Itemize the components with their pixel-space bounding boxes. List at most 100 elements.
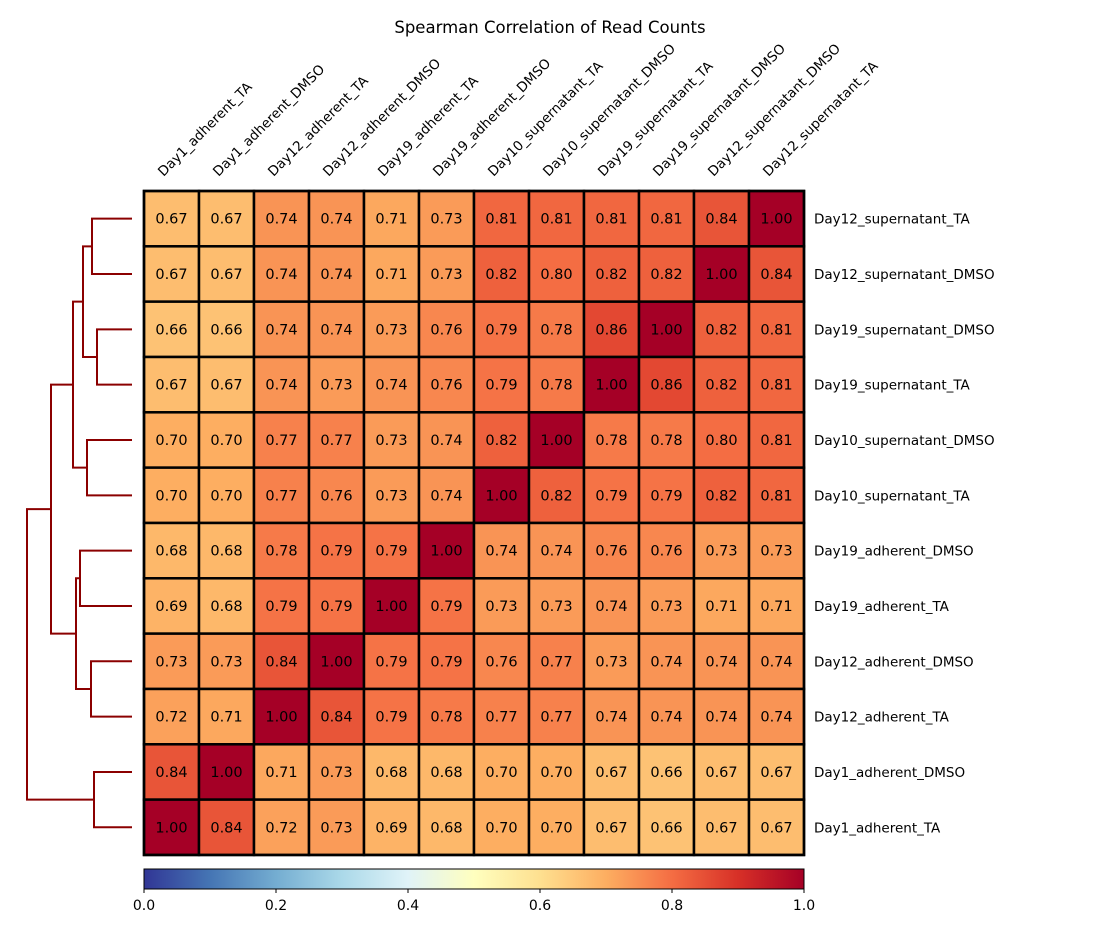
cell-value-label: 0.74 — [705, 654, 737, 670]
cell-value-label: 0.79 — [485, 322, 517, 338]
cell-value-label: 0.82 — [485, 433, 517, 449]
cell-value-label: 0.67 — [760, 820, 792, 836]
cell-value-label: 0.71 — [375, 212, 407, 228]
colorbar-tick-label: 0.4 — [397, 898, 419, 914]
cell-value-label: 0.76 — [430, 378, 462, 394]
cell-value-label: 0.73 — [320, 378, 352, 394]
cell-value-label: 0.81 — [595, 212, 627, 228]
cell-value-label: 0.73 — [375, 433, 407, 449]
cell-value-label: 0.86 — [650, 378, 682, 394]
cell-value-label: 0.76 — [320, 488, 352, 504]
cell-value-label: 0.74 — [760, 710, 792, 726]
cell-value-label: 0.73 — [210, 654, 242, 670]
cell-value-label: 0.73 — [155, 654, 187, 670]
heatmap-cell — [747, 300, 806, 359]
cell-value-label: 0.82 — [705, 322, 737, 338]
dendrogram-link — [75, 577, 91, 690]
heatmap-cell — [417, 245, 476, 303]
cell-value-label: 0.78 — [540, 378, 572, 394]
cell-value-label: 0.71 — [265, 765, 297, 781]
cell-value-label: 0.67 — [210, 267, 242, 283]
cell-value-label: 0.78 — [265, 544, 297, 560]
heatmap-cell — [362, 798, 421, 857]
cell-value-label: 1.00 — [320, 654, 352, 670]
column-label: Day1_adherent_TA — [155, 79, 256, 180]
cell-value-label: 0.74 — [265, 212, 297, 228]
cell-value-label: 0.74 — [595, 599, 627, 615]
cell-value-label: 0.74 — [540, 544, 572, 560]
cell-value-label: 0.82 — [650, 267, 682, 283]
dendrogram-link — [86, 438, 132, 497]
cell-value-label: 1.00 — [485, 488, 517, 504]
heatmap-cell — [472, 743, 531, 801]
heatmap-cell — [252, 466, 311, 525]
cell-value-label: 0.70 — [210, 488, 242, 504]
cell-value-label: 0.82 — [705, 378, 737, 394]
heatmap-cell — [197, 466, 256, 525]
cell-value-label: 0.84 — [210, 820, 242, 836]
row-dendrogram — [26, 217, 132, 829]
heatmap-cell — [582, 189, 641, 248]
cell-value-label: 0.74 — [760, 654, 792, 670]
column-label: Day19_adherent_TA — [375, 73, 482, 180]
cell-value-label: 0.73 — [430, 212, 462, 228]
cell-value-label: 0.76 — [650, 544, 682, 560]
cell-value-label: 0.79 — [320, 599, 352, 615]
dendrogram-link — [91, 217, 132, 275]
cell-value-label: 0.68 — [375, 765, 407, 781]
cell-value-label: 0.77 — [265, 433, 297, 449]
cell-value-label: 1.00 — [650, 322, 682, 338]
cell-value-label: 0.66 — [210, 322, 242, 338]
row-label: Day12_supernatant_DMSO — [814, 267, 995, 283]
column-labels: Day1_adherent_TADay1_adherent_DMSODay12_… — [155, 41, 882, 180]
cell-value-label: 0.79 — [595, 488, 627, 504]
heatmap-cell — [142, 798, 201, 857]
row-label: Day19_supernatant_TA — [814, 378, 971, 394]
cell-value-label: 0.71 — [210, 710, 242, 726]
cell-value-label: 0.71 — [375, 267, 407, 283]
dendrogram-link — [96, 328, 132, 386]
cell-value-label: 0.69 — [155, 599, 187, 615]
heatmap-cell — [692, 687, 751, 746]
cell-value-label: 0.74 — [265, 322, 297, 338]
cell-value-label: 0.70 — [540, 820, 572, 836]
cell-value-label: 1.00 — [705, 267, 737, 283]
colorbar: 0.0 0.2 0.4 0.6 0.8 1.0 — [133, 868, 815, 914]
cell-value-label: 0.67 — [760, 765, 792, 781]
cell-value-label: 0.66 — [650, 820, 682, 836]
cell-value-label: 1.00 — [595, 378, 627, 394]
cell-value-label: 0.78 — [595, 433, 627, 449]
cell-value-label: 0.81 — [485, 212, 517, 228]
dendrogram-link — [79, 549, 132, 607]
cell-value-label: 0.81 — [540, 212, 572, 228]
heatmap-cell — [142, 355, 201, 414]
heatmap-cell — [472, 411, 531, 469]
cell-value-label: 0.74 — [650, 710, 682, 726]
cell-value-label: 0.79 — [265, 599, 297, 615]
heatmap-cell — [252, 798, 311, 857]
heatmap-cell — [252, 687, 311, 746]
heatmap-cell — [252, 411, 311, 469]
heatmap-cell — [362, 577, 421, 635]
cell-value-label: 1.00 — [760, 212, 792, 228]
cell-value-label: 0.84 — [760, 267, 792, 283]
cell-value-label: 0.67 — [155, 212, 187, 228]
heatmap-cell — [417, 798, 476, 857]
column-label: Day1_adherent_DMSO — [210, 62, 328, 180]
cell-value-label: 0.71 — [705, 599, 737, 615]
cell-value-label: 0.73 — [760, 544, 792, 560]
cell-value-label: 0.67 — [595, 765, 627, 781]
cell-value-label: 0.74 — [595, 710, 627, 726]
colorbar-tick-label: 1.0 — [793, 898, 815, 914]
cell-value-label: 0.72 — [265, 820, 297, 836]
cell-value-label: 1.00 — [210, 765, 242, 781]
row-labels: Day12_supernatant_TA Day12_supernatant_DM… — [814, 212, 995, 837]
colorbar-gradient — [143, 868, 805, 890]
column-label: Day12_adherent_TA — [265, 73, 372, 180]
heatmap-cell — [362, 411, 421, 469]
heatmap-cell — [417, 466, 476, 525]
colorbar-tick-label: 0.6 — [529, 898, 551, 914]
row-label: Day19_adherent_TA — [814, 599, 950, 615]
heatmap-cells: 0.67 0.67 0.74 0.74 0.71 0.73 0.81 0.81 0.81 0.81… — [142, 189, 806, 857]
cell-value-label: 0.79 — [375, 710, 407, 726]
